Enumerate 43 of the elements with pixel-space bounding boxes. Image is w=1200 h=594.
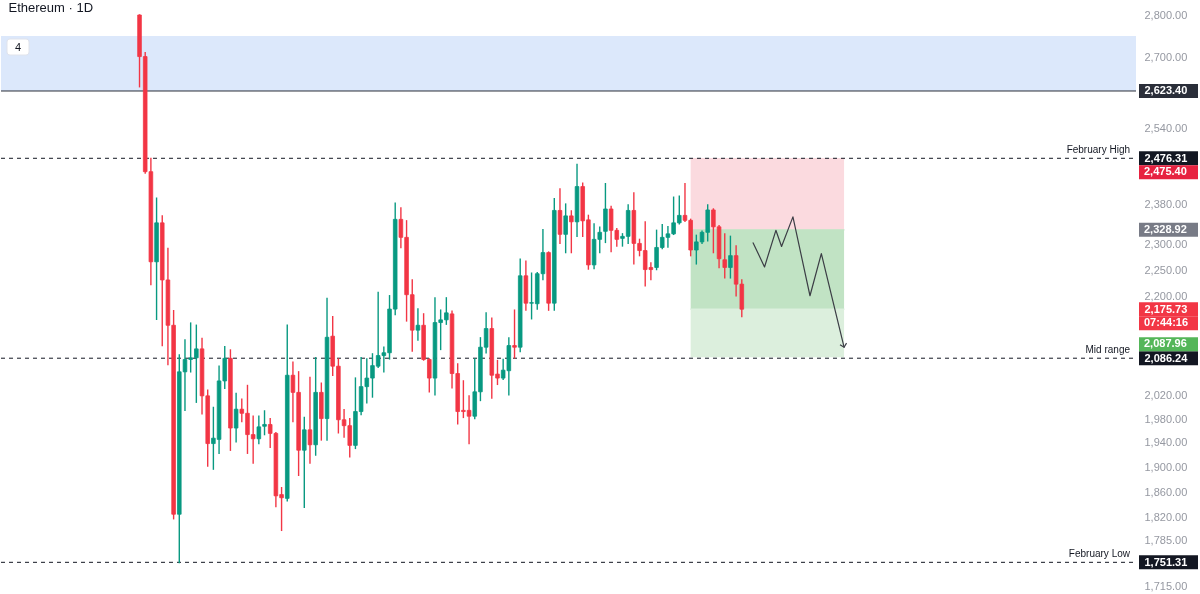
- y-tick-label: 2,020.00: [1144, 389, 1188, 402]
- y-tick-label: 2,250.00: [1144, 263, 1188, 276]
- candlestick: [512, 309, 517, 359]
- y-tick-label: 2,540.00: [1144, 122, 1188, 135]
- candlestick: [552, 197, 557, 311]
- candlestick: [546, 251, 551, 311]
- candlestick: [728, 235, 733, 279]
- y-tick-label: 1,940.00: [1144, 436, 1188, 449]
- y-tick-label: 2,200.00: [1144, 289, 1188, 302]
- candlestick: [154, 197, 159, 320]
- candlestick: [563, 203, 568, 254]
- candlestick: [603, 182, 608, 244]
- candlestick: [722, 233, 727, 279]
- y-tick-label: 2,086.24: [1144, 351, 1189, 364]
- y-tick-label: 1,751.31: [1144, 555, 1188, 568]
- y-tick-label: 2,380.00: [1144, 198, 1188, 211]
- y-tick-label: 2,175.73: [1144, 302, 1188, 315]
- text: 2,475.40: [1144, 165, 1187, 178]
- y-tick-label: 2,700.00: [1144, 50, 1188, 63]
- y-tick-label: 1,980.00: [1144, 412, 1188, 425]
- candlestick: [285, 324, 290, 502]
- chart-title: Ethereum · 1D: [8, 0, 94, 15]
- candlestick: [228, 349, 233, 451]
- ref-line-label: Mid range: [1085, 344, 1131, 356]
- y-tick-label: 2,300.00: [1144, 237, 1188, 250]
- ref-line-label: February Low: [1068, 548, 1131, 560]
- candlestick: [319, 382, 324, 441]
- candlestick: [302, 416, 307, 508]
- y-tick-label: 1,785.00: [1144, 533, 1188, 546]
- text: 2,087.96: [1144, 337, 1187, 350]
- candlestick: [517, 258, 523, 353]
- y-tick-label: 2,476.31: [1144, 151, 1188, 164]
- y-tick-label: 1,860.00: [1144, 485, 1188, 498]
- text: 2,328.92: [1144, 222, 1187, 235]
- text: 07:44:16: [1144, 316, 1189, 329]
- y-tick-label: 1,820.00: [1144, 510, 1188, 523]
- candlestick: [569, 210, 574, 254]
- annotation: 4: [14, 40, 22, 53]
- ref-line-label: February High: [1066, 144, 1130, 156]
- y-tick-label: 1,900.00: [1144, 460, 1188, 473]
- y-tick-label: 1,715.00: [1144, 580, 1188, 593]
- y-tick-label: 2,623.40: [1144, 84, 1188, 97]
- y-tick-label: 2,800.00: [1144, 8, 1188, 21]
